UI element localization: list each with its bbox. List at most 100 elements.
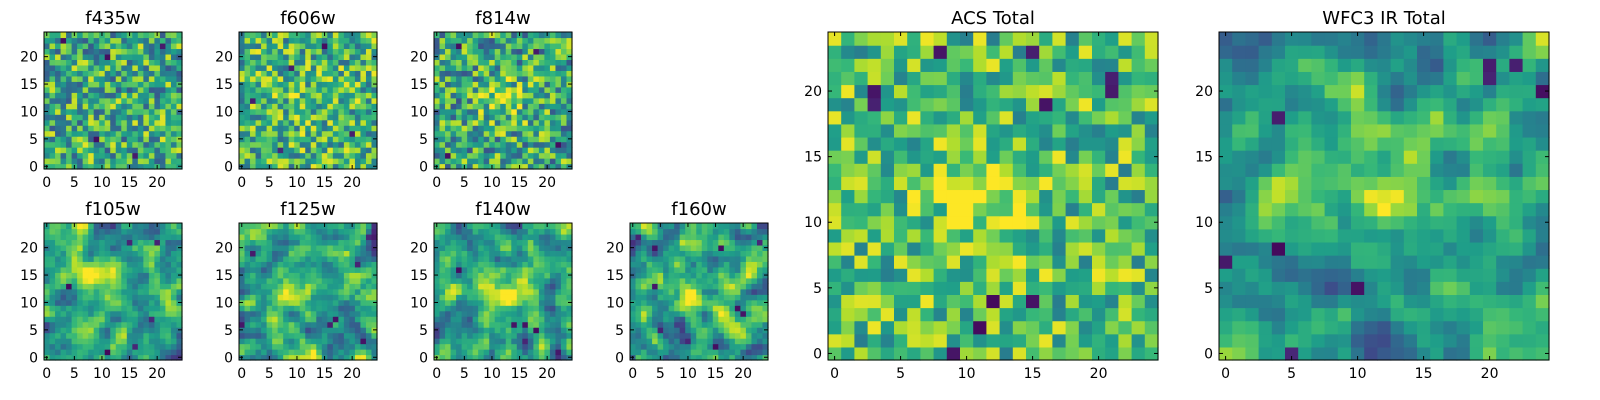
heatmap-cell xyxy=(239,294,246,301)
heatmap-cell xyxy=(500,158,507,165)
heatmap-cell xyxy=(55,59,62,66)
heatmap-cell xyxy=(115,239,122,246)
heatmap-cell xyxy=(489,250,496,257)
heatmap-cell xyxy=(734,327,741,334)
heatmap-cell xyxy=(60,86,67,93)
heatmap-cell xyxy=(674,338,681,345)
heatmap-cell xyxy=(143,32,150,39)
heatmap-cell xyxy=(467,354,474,361)
heatmap-cell xyxy=(472,163,479,170)
heatmap-cell xyxy=(82,114,89,121)
heatmap-cell xyxy=(527,86,534,93)
axes-frame xyxy=(629,222,769,361)
heatmap-cell xyxy=(707,343,714,350)
heatmap-cell xyxy=(110,332,117,339)
heatmap-cell xyxy=(154,255,161,262)
heatmap-cell xyxy=(472,70,479,77)
heatmap-cell xyxy=(841,255,855,269)
y-tick-label: 5 xyxy=(419,323,428,339)
heatmap-cell xyxy=(434,310,441,317)
x-tick-label: 5 xyxy=(70,175,79,191)
heatmap-cell xyxy=(365,343,373,350)
heatmap-cell xyxy=(288,299,295,306)
heatmap-cell xyxy=(478,125,485,132)
heatmap-cell xyxy=(338,92,345,99)
heatmap-cell xyxy=(544,75,551,82)
heatmap-cell xyxy=(239,239,246,246)
heatmap-cell xyxy=(533,244,540,251)
heatmap-cell xyxy=(450,136,457,143)
heatmap-cell xyxy=(641,233,648,241)
heatmap-cell xyxy=(349,327,356,334)
heatmap-cell xyxy=(723,327,730,334)
heatmap-cell xyxy=(104,354,111,361)
heatmap-cell xyxy=(49,239,56,246)
heatmap-cell xyxy=(283,332,290,339)
heatmap-cell xyxy=(132,327,139,334)
heatmap-cell xyxy=(533,343,540,350)
heatmap-cell xyxy=(478,152,485,159)
heatmap-cell xyxy=(522,119,529,126)
heatmap-cell xyxy=(365,152,373,159)
heatmap-cell xyxy=(110,75,117,82)
heatmap-cell xyxy=(986,294,1001,309)
heatmap-cell xyxy=(283,310,290,317)
heatmap-cell xyxy=(343,223,350,230)
heatmap-cell xyxy=(121,223,128,230)
heatmap-cell xyxy=(986,255,1001,269)
heatmap-cell xyxy=(745,255,753,262)
heatmap-cell xyxy=(434,283,441,290)
heatmap-cell xyxy=(60,239,67,246)
heatmap-cell xyxy=(933,241,948,256)
heatmap-cell xyxy=(327,299,334,306)
heatmap-cell xyxy=(288,349,295,356)
heatmap-cell xyxy=(712,228,719,235)
heatmap-cell xyxy=(82,141,89,148)
heatmap-cell xyxy=(472,59,479,66)
heatmap-cell xyxy=(272,75,279,82)
heatmap-cell xyxy=(338,158,345,165)
heatmap-cell xyxy=(494,37,501,44)
heatmap-cell xyxy=(450,75,457,82)
heatmap-cell xyxy=(327,103,334,110)
heatmap-cell xyxy=(500,288,507,295)
heatmap-cell xyxy=(723,277,730,284)
heatmap-cell xyxy=(277,255,284,262)
heatmap-cell xyxy=(82,32,89,39)
heatmap-cell xyxy=(740,299,747,306)
heatmap-cell xyxy=(729,321,736,328)
heatmap-cell xyxy=(516,70,523,77)
heatmap-cell xyxy=(472,103,479,110)
heatmap-cell xyxy=(657,343,664,350)
heatmap-cell xyxy=(445,244,452,251)
heatmap-cell xyxy=(165,37,172,44)
heatmap-cell xyxy=(745,277,753,284)
heatmap-cell xyxy=(60,163,67,170)
heatmap-cell xyxy=(332,81,339,88)
heatmap-cell xyxy=(126,272,133,279)
heatmap-cell xyxy=(239,37,246,44)
heatmap-cell xyxy=(244,283,251,290)
heatmap-cell xyxy=(511,125,518,132)
heatmap-cell xyxy=(277,266,284,273)
heatmap-cell xyxy=(321,59,328,66)
heatmap-cell xyxy=(723,354,730,361)
heatmap-cell xyxy=(126,37,133,44)
heatmap-cell xyxy=(148,75,155,82)
heatmap-cell xyxy=(115,48,122,55)
y-tick-label: 10 xyxy=(20,104,38,120)
heatmap-cell xyxy=(494,294,501,301)
heatmap-cell xyxy=(445,152,452,159)
heatmap-cell xyxy=(880,176,895,191)
heatmap-cell xyxy=(505,310,512,317)
heatmap-cell xyxy=(729,299,736,306)
heatmap-cell xyxy=(445,294,452,301)
heatmap-cell xyxy=(555,81,562,88)
heatmap-cell xyxy=(828,189,842,204)
heatmap-cell xyxy=(283,75,290,82)
heatmap-cell xyxy=(494,42,501,50)
heatmap-cell xyxy=(478,103,485,110)
heatmap-cell xyxy=(310,59,317,66)
heatmap-cell xyxy=(434,294,441,301)
heatmap-cell xyxy=(327,332,334,339)
